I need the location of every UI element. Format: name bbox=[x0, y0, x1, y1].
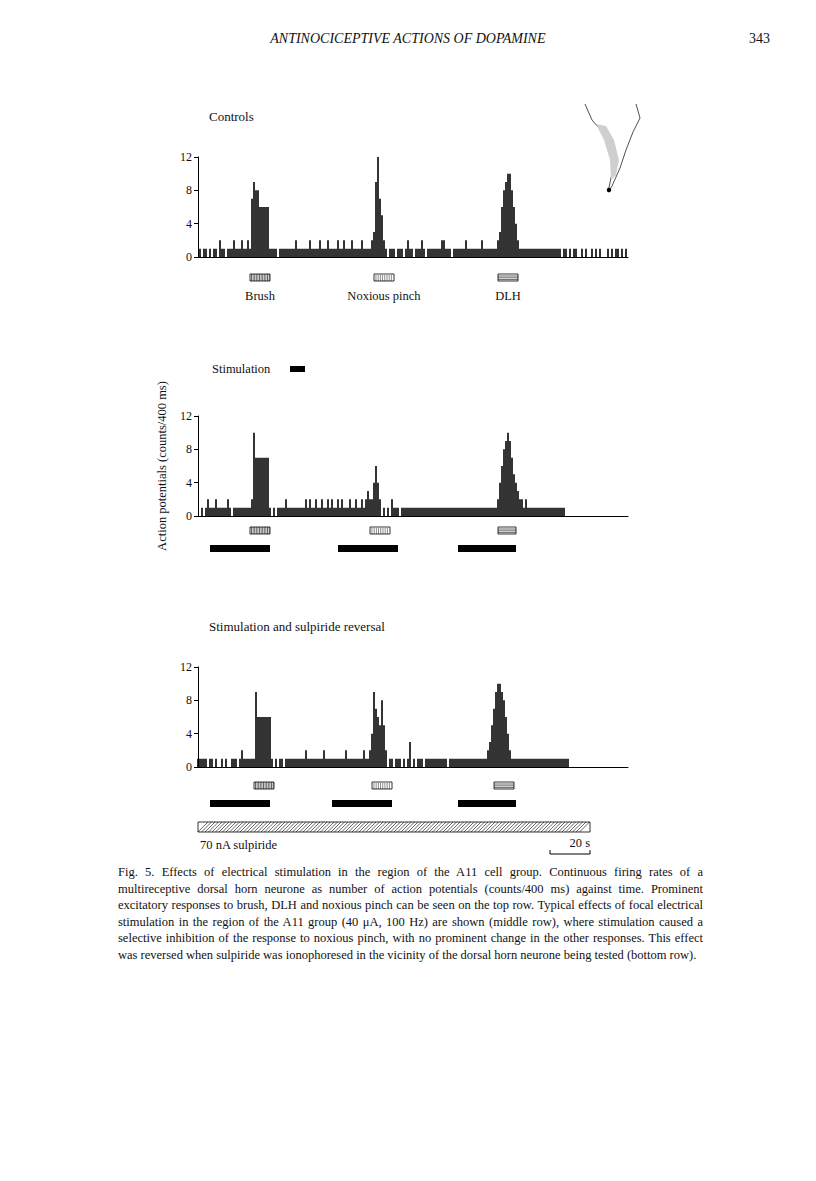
svg-text:20 s: 20 s bbox=[570, 836, 591, 850]
svg-text:8: 8 bbox=[186, 693, 192, 707]
svg-text:0: 0 bbox=[186, 760, 192, 774]
svg-text:8: 8 bbox=[186, 442, 192, 456]
svg-text:Noxious pinch: Noxious pinch bbox=[347, 289, 421, 303]
svg-text:4: 4 bbox=[186, 476, 192, 490]
html-text:Effects of electrical stimulat: Effects of electrical stimulation in the… bbox=[118, 865, 703, 962]
svg-text:0: 0 bbox=[186, 250, 192, 264]
html-text:Fig. 5.: Fig. 5. bbox=[118, 865, 155, 879]
svg-text:Brush: Brush bbox=[245, 289, 276, 303]
svg-text:DLH: DLH bbox=[495, 289, 521, 303]
svg-text:Stimulation and sulpiride reve: Stimulation and sulpiride reversal bbox=[209, 619, 385, 634]
svg-text:ANTINOCICEPTIVE ACTIONS OF DOP: ANTINOCICEPTIVE ACTIONS OF DOPAMINE bbox=[269, 31, 546, 46]
svg-text:Action potentials (counts/400: Action potentials (counts/400 ms) bbox=[155, 381, 169, 551]
svg-text:8: 8 bbox=[186, 183, 192, 197]
svg-text:12: 12 bbox=[180, 660, 192, 674]
svg-text:70 nA sulpiride: 70 nA sulpiride bbox=[200, 838, 278, 852]
svg-text:Controls: Controls bbox=[209, 109, 254, 124]
svg-text:4: 4 bbox=[186, 727, 192, 741]
svg-text:12: 12 bbox=[180, 150, 192, 164]
svg-text:4: 4 bbox=[186, 217, 192, 231]
svg-text:343: 343 bbox=[749, 31, 770, 46]
svg-text:12: 12 bbox=[180, 409, 192, 423]
svg-text:0: 0 bbox=[186, 509, 192, 523]
svg-text:Stimulation: Stimulation bbox=[212, 362, 271, 376]
